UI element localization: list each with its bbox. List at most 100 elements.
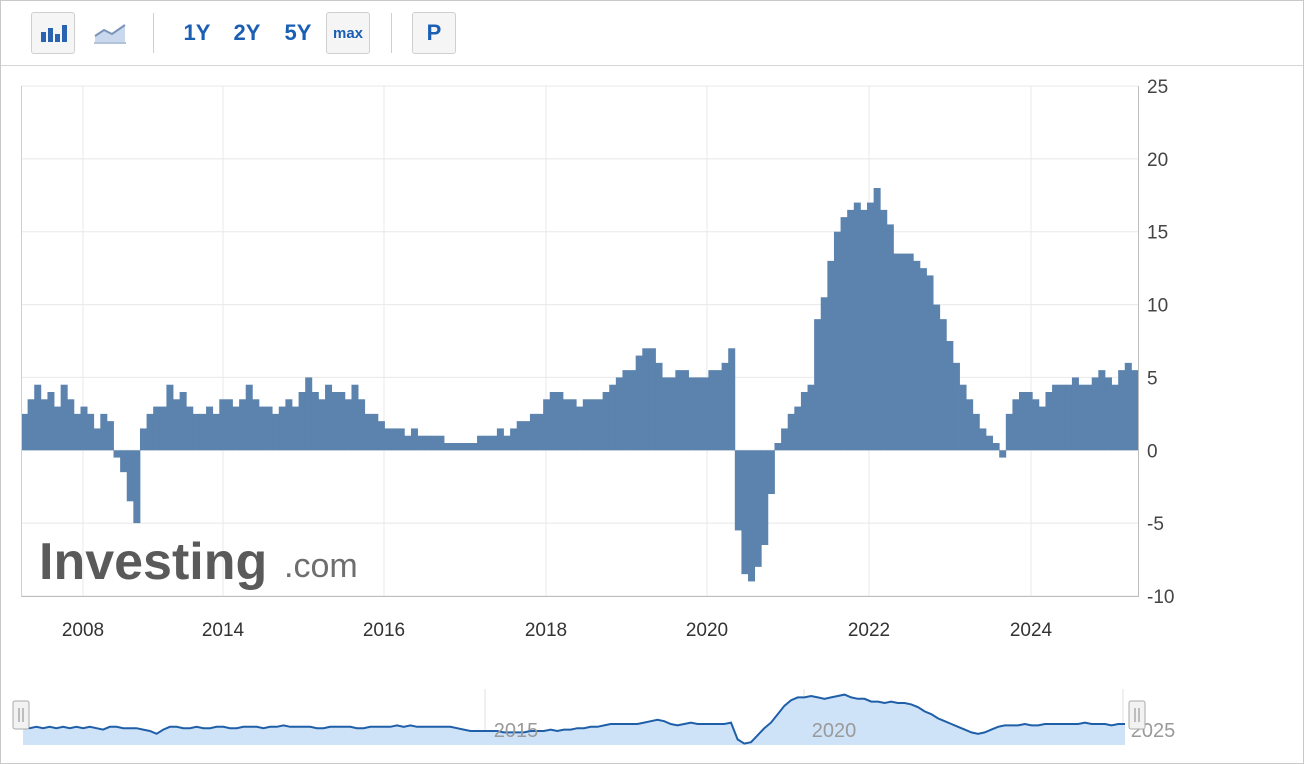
bar [1098, 370, 1106, 451]
bar [668, 377, 676, 451]
bar [523, 421, 531, 451]
bar [615, 377, 623, 451]
bar [999, 450, 1007, 458]
bar [781, 428, 789, 451]
bar [549, 392, 557, 451]
bar [642, 348, 650, 451]
bar [1045, 392, 1053, 451]
bar [1005, 413, 1013, 451]
bar [972, 413, 980, 451]
bar [596, 399, 604, 451]
p-button[interactable]: P [412, 12, 456, 54]
y-tick-label: 20 [1147, 150, 1168, 171]
bar [87, 413, 95, 451]
bar [113, 450, 121, 458]
bar [675, 370, 683, 451]
chart-toolbar: 1Y 2Y 5Y max P [1, 1, 1303, 66]
bar [60, 384, 68, 451]
bar [166, 384, 174, 451]
bar [67, 399, 75, 451]
bar [847, 209, 855, 451]
bar [490, 435, 498, 451]
bar [444, 443, 452, 451]
toolbar-separator [391, 13, 392, 53]
navigator-label-2020: 2020 [812, 720, 857, 742]
bar [1032, 399, 1040, 451]
bar [979, 428, 987, 451]
bar [397, 428, 405, 451]
bar [153, 406, 161, 451]
x-tick-label: 2008 [62, 620, 104, 641]
bar [939, 319, 947, 451]
bar [708, 370, 716, 451]
bar [906, 253, 914, 451]
bar [1038, 406, 1046, 451]
bar [569, 399, 577, 451]
navigator-area [23, 694, 1125, 745]
bar [1078, 384, 1086, 451]
bar [576, 406, 584, 451]
bar [562, 399, 570, 451]
range-max-button[interactable]: max [326, 12, 370, 54]
bar [199, 413, 207, 451]
bar [728, 348, 736, 451]
bar [80, 406, 88, 451]
bar [800, 392, 808, 451]
bar [278, 406, 286, 451]
navigator-label-2015: 2015 [494, 720, 539, 742]
bar [93, 428, 101, 451]
navigator-right-handle[interactable] [1128, 700, 1146, 730]
bar [602, 392, 610, 451]
bar [952, 362, 960, 451]
bar [225, 399, 233, 451]
x-tick-label: 2022 [848, 620, 890, 641]
range-5y-button[interactable]: 5Y [284, 20, 312, 45]
bar [867, 202, 875, 451]
bar [318, 399, 326, 451]
bar [496, 428, 504, 451]
bar-chart-button[interactable] [31, 12, 75, 54]
navigator-line [22, 693, 1125, 745]
line-chart-button[interactable] [87, 12, 133, 54]
bar [556, 392, 564, 451]
bar [232, 406, 240, 451]
bar [767, 450, 775, 494]
bar [344, 399, 352, 451]
bar [27, 399, 35, 451]
bar [741, 450, 749, 575]
bar [721, 362, 729, 451]
bar [1111, 384, 1119, 451]
bar [371, 413, 379, 451]
bar [853, 202, 861, 451]
toolbar-separator [153, 13, 154, 53]
bar [351, 384, 359, 451]
range-2y-button[interactable]: 2Y [233, 20, 261, 45]
bar [926, 275, 934, 451]
navigator-left-handle[interactable] [12, 700, 30, 730]
bar [1118, 370, 1126, 451]
bar [173, 399, 181, 451]
bar [1104, 377, 1112, 451]
bar [701, 377, 709, 451]
y-tick-label: 25 [1147, 77, 1168, 98]
bar [272, 413, 280, 451]
bar [1058, 384, 1066, 451]
bar [470, 443, 478, 451]
bar [913, 260, 921, 451]
range-1y-button[interactable]: 1Y [183, 20, 211, 45]
bar-chart-icon [41, 25, 67, 42]
bar [34, 384, 42, 451]
bar [212, 413, 220, 451]
bar [873, 188, 881, 451]
bar [404, 435, 412, 451]
bar [959, 384, 967, 451]
bar [900, 253, 908, 451]
bar [73, 413, 81, 451]
bar [662, 377, 670, 451]
bar [258, 406, 266, 451]
bar [510, 428, 518, 451]
y-tick-label: 15 [1147, 223, 1168, 244]
bar [139, 428, 147, 451]
